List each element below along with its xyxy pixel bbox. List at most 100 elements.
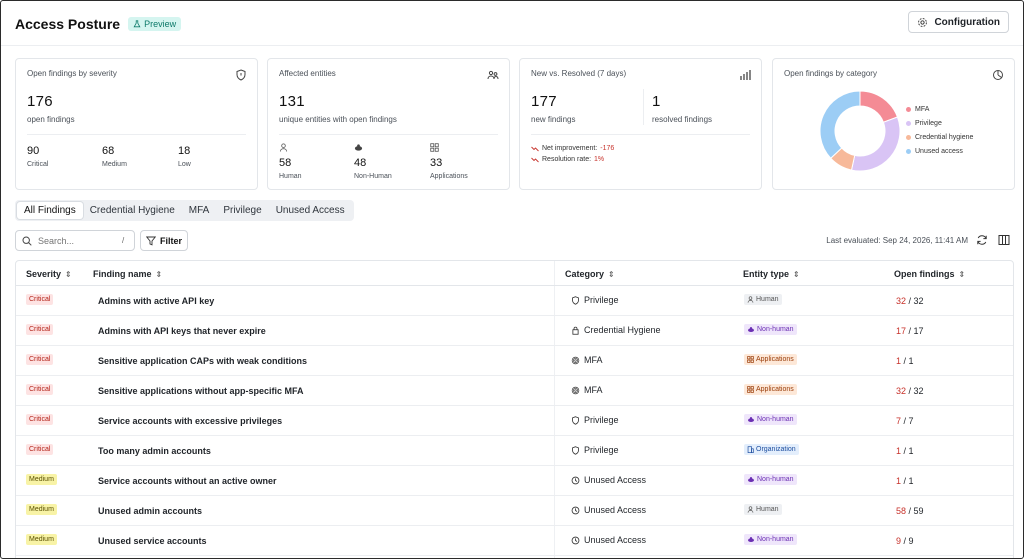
category-tabs: All Findings Credential Hygiene MFA Priv…	[15, 200, 354, 221]
finding-name[interactable]: Admins with API keys that never expire	[98, 326, 266, 336]
table-row[interactable]: Critical Too many admin accounts Privilege…	[16, 436, 1013, 466]
shield-icon	[572, 445, 579, 455]
category-card: Open findings by category MFA Privilege …	[772, 58, 1015, 190]
table-row[interactable]: Critical Admins with API keys that never …	[16, 316, 1013, 346]
trend-down-icon	[531, 157, 539, 162]
col-open-findings[interactable]: Open findings ⇕	[894, 269, 965, 279]
findings-table: Severity ⇕ Finding name ⇕ Category ⇕ Entity…	[15, 260, 1014, 558]
tab-unused-access[interactable]: Unused Access	[275, 205, 345, 216]
donut-slice-unused-access[interactable]	[819, 90, 861, 159]
open-findings-cell: 17 / 17	[896, 326, 924, 336]
legend-swatch	[906, 121, 911, 126]
fingerprint-icon	[571, 356, 580, 364]
apps-grid-icon	[430, 143, 439, 152]
open-count: 32	[896, 296, 907, 306]
new-resolved-card-title: New vs. Resolved (7 days)	[531, 69, 627, 78]
table-row[interactable]: Critical Sensitive application CAPs with …	[16, 346, 1013, 376]
severity-badge: Critical	[26, 384, 54, 395]
net-improvement: Net improvement: -176	[531, 145, 614, 152]
open-findings-cell: 1 / 1	[896, 446, 914, 456]
bar-chart-icon	[740, 70, 751, 80]
finding-name[interactable]: Sensitive application CAPs with weak con…	[98, 356, 308, 366]
tab-privilege[interactable]: Privilege	[223, 205, 262, 216]
severity-card-title: Open findings by severity	[27, 69, 117, 78]
sort-icon: ⇕	[65, 269, 72, 279]
legend-item-credential-hygiene: Credential hygiene	[906, 134, 973, 141]
finding-name[interactable]: Sensitive applications without app-speci…	[98, 386, 304, 396]
entity-type-badge: Applications	[744, 384, 797, 395]
total-count: / 9	[903, 536, 914, 546]
finding-name[interactable]: Unused service accounts	[98, 536, 207, 546]
resolution-rate-label: Resolution rate:	[542, 156, 592, 163]
trend-down-icon	[531, 146, 539, 151]
search-box[interactable]: /	[15, 230, 135, 251]
finding-name[interactable]: Admins with active API key	[98, 296, 215, 306]
total-count: / 17	[908, 326, 924, 336]
open-count: 1	[896, 356, 902, 366]
open-count: 1	[896, 446, 902, 456]
table-row[interactable]: Medium Unused service accounts Unused Acce…	[16, 526, 1013, 556]
flask-icon	[133, 20, 141, 28]
severity-badge: Critical	[26, 414, 54, 425]
table-row[interactable]: Medium Unused admin accounts Unused Access…	[16, 496, 1013, 526]
lock-icon	[572, 326, 579, 335]
tab-credential-hygiene[interactable]: Credential Hygiene	[89, 205, 175, 216]
columns-icon[interactable]	[998, 234, 1010, 246]
medium-count: 68	[102, 145, 115, 157]
critical-count: 90	[27, 145, 40, 157]
open-count: 32	[896, 386, 907, 396]
building-icon	[747, 446, 754, 453]
affected-entities-label: unique entities with open findings	[279, 115, 397, 124]
open-findings-cell: 58 / 59	[896, 506, 924, 516]
total-count: / 32	[908, 386, 924, 396]
resolution-rate: Resolution rate: 1%	[531, 156, 604, 163]
col-category[interactable]: Category ⇕	[565, 269, 615, 279]
medium-label: Medium	[102, 161, 127, 168]
entity-type-badge: Non-human	[744, 324, 797, 335]
filter-icon	[145, 236, 156, 245]
table-row[interactable]: Critical Admins with active API key Privil…	[16, 286, 1013, 316]
table-row[interactable]: Critical Service accounts with excessive …	[16, 406, 1013, 436]
col-finding-name[interactable]: Finding name ⇕	[93, 269, 162, 279]
open-findings-total: 176	[27, 93, 53, 110]
severity-card: Open findings by severity 176 open findi…	[15, 58, 258, 190]
finding-name[interactable]: Service accounts with excessive privileg…	[98, 416, 283, 426]
robot-icon	[748, 477, 754, 483]
net-improvement-value: -176	[600, 145, 615, 152]
filter-button[interactable]: Filter	[140, 230, 188, 251]
col-entity-type[interactable]: Entity type ⇕	[743, 269, 800, 279]
category-label: Privilege	[584, 445, 619, 455]
category-cell: MFA	[571, 355, 603, 365]
legend-item-mfa: MFA	[906, 106, 929, 113]
new-resolved-card: New vs. Resolved (7 days) 177 new findin…	[519, 58, 762, 190]
finding-name[interactable]: Unused admin accounts	[98, 506, 203, 516]
new-findings-total: 177	[531, 93, 557, 110]
severity-badge: Critical	[26, 294, 54, 305]
resolved-findings-total: 1	[652, 93, 661, 110]
last-evaluated: Last evaluated: Sep 24, 2026, 11:41 AM	[826, 236, 968, 245]
resolution-rate-value: 1%	[594, 156, 605, 163]
table-row[interactable]: Critical Sensitive applications without a…	[16, 376, 1013, 406]
open-findings-cell: 1 / 1	[896, 476, 914, 486]
tab-all-findings[interactable]: All Findings	[17, 202, 83, 219]
refresh-icon[interactable]	[976, 234, 988, 246]
tab-mfa[interactable]: MFA	[188, 205, 210, 216]
category-cell: Credential Hygiene	[571, 325, 661, 335]
finding-name[interactable]: Service accounts without an active owner	[98, 476, 277, 486]
page-header: Access Posture Preview Configuration	[15, 11, 1009, 37]
donut-slice-privilege[interactable]	[850, 116, 901, 172]
category-cell: Unused Access	[571, 535, 646, 545]
resolved-findings-label: resolved findings	[652, 115, 713, 124]
card-divider	[279, 134, 498, 135]
finding-name[interactable]: Too many admin accounts	[98, 446, 211, 456]
col-severity[interactable]: Severity ⇕	[26, 269, 72, 279]
search-icon	[22, 235, 32, 246]
configuration-button[interactable]: Configuration	[908, 11, 1009, 33]
card-vertical-divider	[643, 89, 644, 125]
table-row[interactable]: Medium Service accounts without an active…	[16, 466, 1013, 496]
search-input[interactable]	[38, 235, 116, 246]
category-label: Privilege	[584, 295, 619, 305]
donut-slice-mfa[interactable]	[859, 90, 899, 123]
category-label: Credential Hygiene	[584, 325, 661, 335]
